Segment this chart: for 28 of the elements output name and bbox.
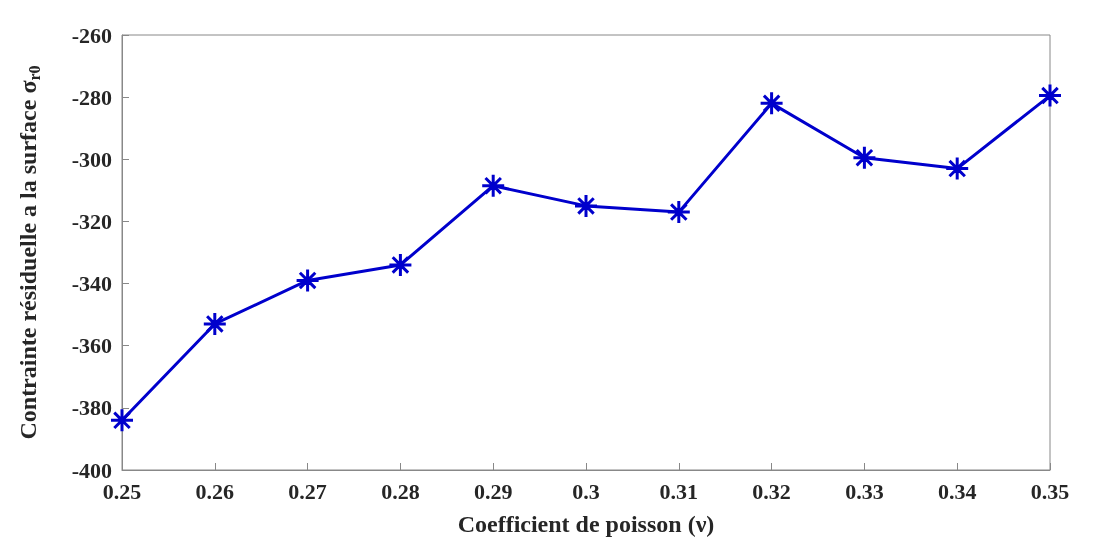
point (202, 311, 228, 337)
y-axis-title: Contrainte résiduelle a la surface σr0 (15, 65, 43, 440)
y-tick-label: -260 (71, 22, 112, 48)
point (944, 156, 970, 182)
point (851, 145, 877, 171)
x-tick-label: 0.31 (659, 478, 699, 504)
point (295, 267, 321, 293)
point (387, 252, 413, 278)
y-tick-label: -380 (71, 395, 112, 421)
x-tick-label: 0.32 (752, 478, 791, 504)
y-tick-label: -340 (71, 271, 112, 297)
x-tick-label: 0.35 (1030, 478, 1070, 504)
point (573, 193, 599, 219)
x-tick-label: 0.27 (288, 478, 327, 504)
y-tick-label: -320 (71, 208, 112, 234)
point (759, 90, 785, 116)
y-tick-label: -360 (71, 333, 112, 359)
y-tick-label: -280 (71, 84, 112, 110)
x-tick-label: 0.26 (195, 478, 235, 504)
x-tick-label: 0.3 (572, 478, 600, 504)
x-tick-label: 0.28 (381, 478, 420, 504)
x-tick-label: 0.33 (845, 478, 884, 504)
point (480, 173, 506, 199)
y-tick-label: -300 (71, 146, 112, 172)
x-tick-label: 0.34 (937, 478, 977, 504)
x-axis-title: Coefficient de poisson (ν) (457, 511, 715, 537)
point (666, 199, 692, 225)
x-tick-label: 0.29 (473, 478, 513, 504)
